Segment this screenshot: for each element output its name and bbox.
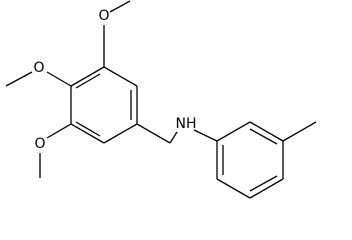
bond — [5, 71, 33, 87]
bond — [216, 178, 251, 199]
left-ring — [70, 66, 138, 144]
bond — [46, 123, 72, 139]
methoxy-groups — [5, 0, 131, 178]
atom-label: O — [33, 60, 44, 76]
bond — [46, 71, 72, 87]
right-ring — [216, 121, 317, 199]
bond — [282, 121, 317, 142]
atom-label: O — [34, 136, 45, 152]
atom-label: NH — [176, 116, 197, 132]
double-bond — [249, 175, 278, 192]
bond — [249, 121, 284, 142]
bond — [70, 66, 105, 87]
bond — [249, 178, 284, 199]
linker — [136, 123, 218, 144]
bond — [169, 131, 178, 144]
double-bond — [75, 121, 101, 137]
bond — [216, 121, 251, 142]
molecule-diagram: O O O NH — [5, 0, 317, 199]
bond — [70, 123, 105, 144]
bond — [103, 123, 138, 144]
double-bond — [249, 128, 278, 145]
bond — [109, 0, 131, 13]
bond — [103, 66, 138, 87]
bond — [136, 123, 171, 144]
atom-label: O — [98, 8, 109, 24]
bond — [193, 129, 218, 142]
double-bond — [75, 73, 101, 89]
